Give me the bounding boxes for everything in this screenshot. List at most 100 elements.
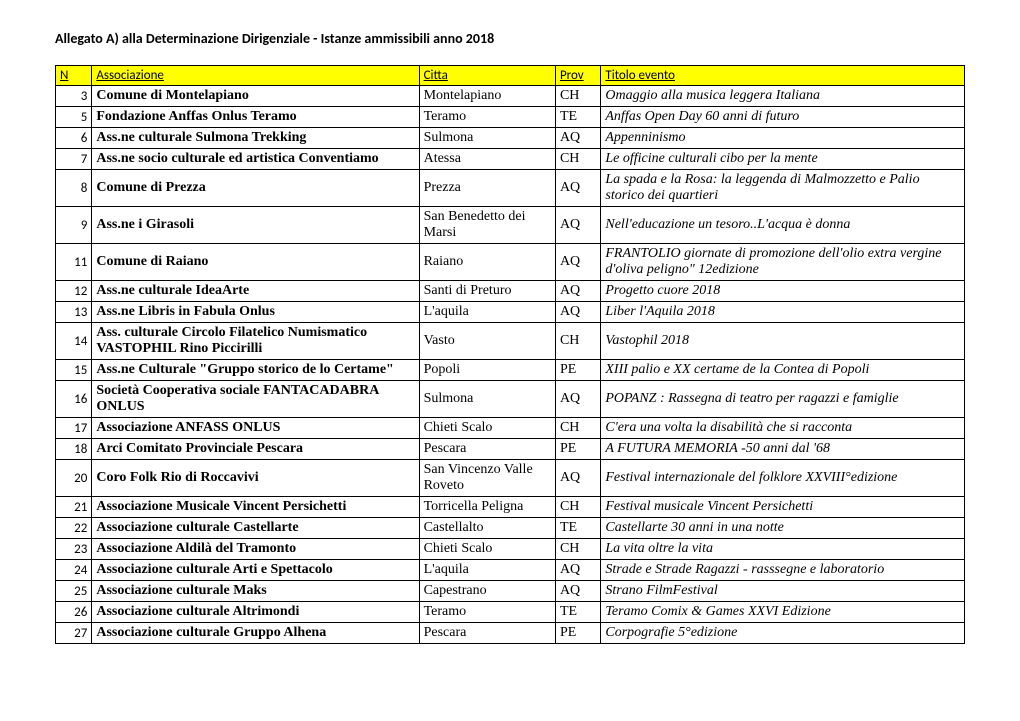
cell-citta: Atessa: [419, 149, 555, 170]
cell-titolo: Anffas Open Day 60 anni di futuro: [601, 107, 965, 128]
cell-assoc: Associazione ANFASS ONLUS: [92, 418, 419, 439]
cell-citta: Pescara: [419, 439, 555, 460]
cell-assoc: Ass.ne Libris in Fabula Onlus: [92, 302, 419, 323]
cell-assoc: Comune di Prezza: [92, 170, 419, 207]
cell-citta: Teramo: [419, 107, 555, 128]
cell-n: 5: [56, 107, 92, 128]
cell-assoc: Fondazione Anffas Onlus Teramo: [92, 107, 419, 128]
table-row: 3Comune di MontelapianoMontelapianoCHOma…: [56, 86, 965, 107]
cell-assoc: Associazione culturale Altrimondi: [92, 602, 419, 623]
cell-prov: AQ: [555, 128, 600, 149]
cell-citta: Pescara: [419, 623, 555, 644]
table-row: 22Associazione culturale CastellarteCast…: [56, 518, 965, 539]
table-row: 23Associazione Aldilà del TramontoChieti…: [56, 539, 965, 560]
cell-n: 11: [56, 244, 92, 281]
cell-prov: AQ: [555, 302, 600, 323]
cell-citta: Prezza: [419, 170, 555, 207]
cell-prov: AQ: [555, 207, 600, 244]
cell-n: 9: [56, 207, 92, 244]
cell-assoc: Ass.ne Culturale "Gruppo storico de lo C…: [92, 360, 419, 381]
table-row: 7Ass.ne socio culturale ed artistica Con…: [56, 149, 965, 170]
cell-citta: Capestrano: [419, 581, 555, 602]
data-table: N Associazione Citta Prov Titolo evento …: [55, 65, 965, 644]
table-row: 13Ass.ne Libris in Fabula OnlusL'aquilaA…: [56, 302, 965, 323]
cell-citta: Teramo: [419, 602, 555, 623]
cell-prov: CH: [555, 539, 600, 560]
table-row: 25Associazione culturale MaksCapestranoA…: [56, 581, 965, 602]
cell-assoc: Società Cooperativa sociale FANTACADABRA…: [92, 381, 419, 418]
cell-n: 24: [56, 560, 92, 581]
cell-assoc: Comune di Montelapiano: [92, 86, 419, 107]
cell-n: 13: [56, 302, 92, 323]
cell-n: 25: [56, 581, 92, 602]
cell-assoc: Associazione culturale Arti e Spettacolo: [92, 560, 419, 581]
table-row: 15Ass.ne Culturale "Gruppo storico de lo…: [56, 360, 965, 381]
cell-n: 6: [56, 128, 92, 149]
cell-n: 26: [56, 602, 92, 623]
cell-prov: CH: [555, 86, 600, 107]
col-titolo: Titolo evento: [601, 66, 965, 86]
cell-citta: Vasto: [419, 323, 555, 360]
cell-citta: Castellalto: [419, 518, 555, 539]
cell-prov: AQ: [555, 244, 600, 281]
col-n: N: [56, 66, 92, 86]
cell-citta: Montelapiano: [419, 86, 555, 107]
cell-titolo: C'era una volta la disabilità che si rac…: [601, 418, 965, 439]
cell-assoc: Associazione Aldilà del Tramonto: [92, 539, 419, 560]
table-row: 21Associazione Musicale Vincent Persiche…: [56, 497, 965, 518]
cell-prov: PE: [555, 439, 600, 460]
table-row: 24Associazione culturale Arti e Spettaco…: [56, 560, 965, 581]
cell-n: 12: [56, 281, 92, 302]
page-title: Allegato A) alla Determinazione Dirigenz…: [55, 30, 965, 47]
cell-titolo: FRANTOLIO giornate di promozione dell'ol…: [601, 244, 965, 281]
cell-citta: Raiano: [419, 244, 555, 281]
cell-titolo: Festival internazionale del folklore XXV…: [601, 460, 965, 497]
cell-titolo: Progetto cuore 2018: [601, 281, 965, 302]
cell-titolo: Strano FilmFestival: [601, 581, 965, 602]
cell-assoc: Associazione culturale Castellarte: [92, 518, 419, 539]
cell-prov: AQ: [555, 560, 600, 581]
cell-citta: L'aquila: [419, 302, 555, 323]
cell-titolo: La vita oltre la vita: [601, 539, 965, 560]
cell-n: 23: [56, 539, 92, 560]
cell-titolo: Vastophil 2018: [601, 323, 965, 360]
cell-prov: AQ: [555, 170, 600, 207]
cell-n: 7: [56, 149, 92, 170]
cell-titolo: Festival musicale Vincent Persichetti: [601, 497, 965, 518]
cell-assoc: Ass.ne culturale IdeaArte: [92, 281, 419, 302]
cell-citta: Torricella Peligna: [419, 497, 555, 518]
cell-n: 8: [56, 170, 92, 207]
table-header-row: N Associazione Citta Prov Titolo evento: [56, 66, 965, 86]
table-row: 8Comune di PrezzaPrezzaAQLa spada e la R…: [56, 170, 965, 207]
cell-citta: Chieti Scalo: [419, 539, 555, 560]
cell-n: 22: [56, 518, 92, 539]
cell-citta: San Benedetto dei Marsi: [419, 207, 555, 244]
cell-citta: Santi di Preturo: [419, 281, 555, 302]
table-row: 14 Ass. culturale Circolo Filatelico Num…: [56, 323, 965, 360]
cell-n: 27: [56, 623, 92, 644]
table-row: 17Associazione ANFASS ONLUSChieti ScaloC…: [56, 418, 965, 439]
cell-titolo: Corpografie 5°edizione: [601, 623, 965, 644]
cell-titolo: Omaggio alla musica leggera Italiana: [601, 86, 965, 107]
cell-n: 14: [56, 323, 92, 360]
cell-titolo: XIII palio e XX certame de la Contea di …: [601, 360, 965, 381]
cell-titolo: Le officine culturali cibo per la mente: [601, 149, 965, 170]
cell-prov: AQ: [555, 281, 600, 302]
cell-assoc: Associazione Musicale Vincent Persichett…: [92, 497, 419, 518]
cell-citta: Sulmona: [419, 381, 555, 418]
table-row: 20Coro Folk Rio di RoccaviviSan Vincenzo…: [56, 460, 965, 497]
col-prov: Prov: [555, 66, 600, 86]
cell-titolo: Castellarte 30 anni in una notte: [601, 518, 965, 539]
cell-prov: PE: [555, 623, 600, 644]
cell-assoc: Ass.ne culturale Sulmona Trekking: [92, 128, 419, 149]
cell-assoc: Arci Comitato Provinciale Pescara: [92, 439, 419, 460]
table-row: 26Associazione culturale AltrimondiTeram…: [56, 602, 965, 623]
cell-titolo: Teramo Comix & Games XXVI Edizione: [601, 602, 965, 623]
cell-assoc: Comune di Raiano: [92, 244, 419, 281]
cell-prov: TE: [555, 602, 600, 623]
cell-assoc: Associazione culturale Gruppo Alhena: [92, 623, 419, 644]
cell-prov: CH: [555, 323, 600, 360]
cell-prov: CH: [555, 149, 600, 170]
col-citta: Citta: [419, 66, 555, 86]
table-row: 6Ass.ne culturale Sulmona TrekkingSulmon…: [56, 128, 965, 149]
